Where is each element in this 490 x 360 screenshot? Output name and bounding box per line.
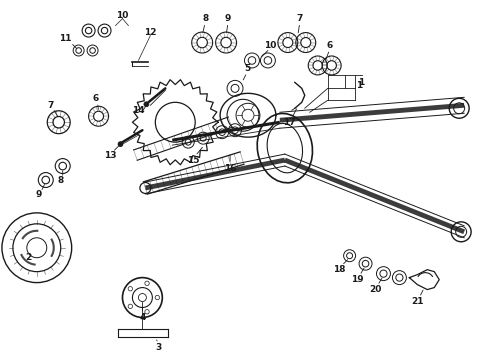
Circle shape [118,141,123,147]
Text: 1: 1 [356,81,363,90]
Circle shape [144,102,149,107]
Text: 1: 1 [358,78,365,87]
Text: 6: 6 [326,41,333,50]
Text: 15: 15 [187,156,199,165]
Text: 6: 6 [93,94,98,103]
Text: 10: 10 [264,41,276,50]
Text: 19: 19 [351,275,364,284]
Text: 14: 14 [132,106,145,115]
Text: 11: 11 [59,34,72,43]
Text: 7: 7 [296,14,303,23]
Text: 8: 8 [58,176,64,185]
Text: 7: 7 [48,101,54,110]
Text: 20: 20 [369,285,382,294]
Text: 2: 2 [25,253,32,262]
Text: 18: 18 [333,265,346,274]
Text: 16: 16 [224,163,236,172]
Text: 17: 17 [284,118,296,127]
Text: 5: 5 [244,64,250,73]
Text: 10: 10 [116,11,129,20]
Text: 3: 3 [155,343,162,352]
Text: 9: 9 [225,14,231,23]
Text: 9: 9 [36,190,42,199]
Text: 8: 8 [202,14,208,23]
Text: 21: 21 [411,297,423,306]
Text: 4: 4 [139,313,146,322]
Text: 13: 13 [104,150,117,159]
Text: 12: 12 [144,28,157,37]
